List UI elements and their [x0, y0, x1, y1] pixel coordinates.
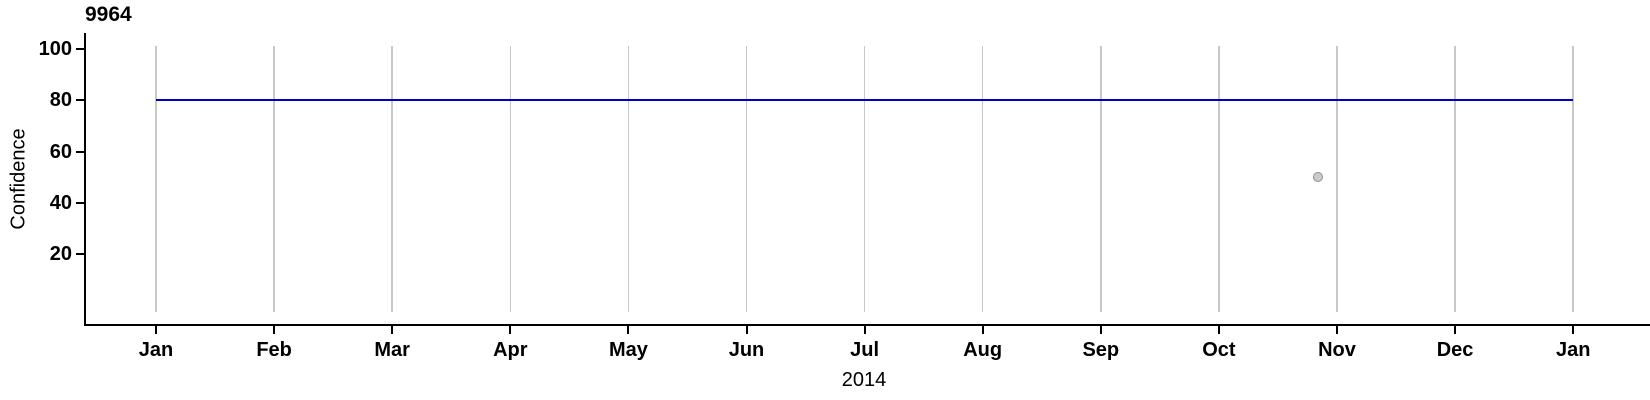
month-gridline	[1218, 46, 1220, 312]
month-gridline	[1100, 46, 1102, 312]
y-axis-tick	[76, 201, 84, 204]
confidence-line	[156, 99, 1574, 102]
y-axis-tick	[76, 150, 84, 153]
x-axis-line	[84, 324, 1650, 326]
month-gridline	[745, 46, 748, 312]
y-axis-tick	[76, 253, 84, 256]
x-axis-label: 2014	[841, 369, 887, 391]
x-axis-tick	[1099, 326, 1102, 334]
x-axis-tick-label: Nov	[1318, 339, 1356, 361]
x-axis-tick-label: Sep	[1082, 339, 1120, 361]
x-axis-tick	[391, 326, 394, 334]
chart-title: 9964	[85, 3, 132, 26]
x-axis-tick	[627, 326, 630, 334]
x-axis-tick-label: Mar	[374, 339, 410, 361]
x-axis-tick	[981, 326, 984, 334]
x-axis-tick	[273, 326, 276, 334]
month-gridline	[273, 46, 275, 312]
month-gridline	[1336, 46, 1338, 312]
x-axis-tick-label: Apr	[493, 339, 528, 361]
month-gridline	[1454, 46, 1456, 312]
y-axis-tick-label: 40	[49, 191, 72, 214]
x-axis-tick-label: Feb	[256, 339, 292, 361]
y-axis-tick-label: 80	[49, 89, 72, 112]
observation-point	[1313, 172, 1324, 183]
y-axis-tick-label: 100	[38, 37, 72, 60]
x-axis-tick-label: Jul	[850, 339, 880, 361]
x-axis-tick-label: Oct	[1202, 339, 1236, 361]
x-axis-tick-label: Jan	[1555, 339, 1591, 361]
y-axis-line	[84, 33, 86, 325]
month-gridline	[1572, 46, 1574, 312]
month-gridline	[155, 46, 157, 312]
x-axis-tick-label: Aug	[963, 339, 1003, 361]
x-axis-tick	[1454, 326, 1457, 334]
x-axis-tick-label: Dec	[1436, 339, 1474, 361]
x-axis-tick	[1217, 326, 1220, 334]
x-axis-tick	[155, 326, 157, 334]
y-axis-tick-label: 60	[49, 140, 72, 163]
x-axis-tick	[1572, 326, 1575, 334]
y-axis-tick	[76, 99, 84, 102]
month-gridline	[863, 46, 866, 312]
y-axis-tick-label: 20	[49, 243, 72, 266]
x-axis-tick-label: May	[608, 339, 648, 361]
month-gridline	[627, 46, 630, 312]
x-axis-tick	[1336, 326, 1338, 334]
x-axis-tick	[863, 326, 866, 334]
y-axis-tick	[76, 47, 84, 50]
month-gridline	[391, 46, 393, 312]
month-gridline	[981, 46, 984, 312]
x-axis-tick	[509, 326, 512, 334]
x-axis-tick-label: Jun	[728, 339, 765, 361]
x-axis-tick-label: Jan	[138, 339, 174, 361]
month-gridline	[509, 46, 512, 312]
x-axis-tick	[745, 326, 748, 334]
